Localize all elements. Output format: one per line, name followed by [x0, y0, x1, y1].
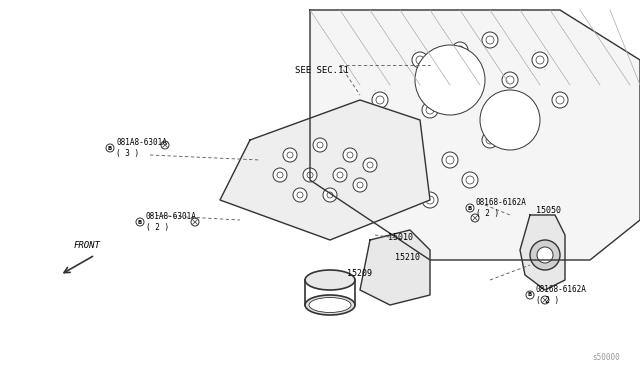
Circle shape	[537, 247, 553, 263]
Circle shape	[357, 182, 363, 188]
Circle shape	[506, 76, 514, 84]
Text: 081A8-6301A
( 2 ): 081A8-6301A ( 2 )	[146, 212, 197, 232]
Circle shape	[287, 152, 293, 158]
Circle shape	[556, 96, 564, 104]
Circle shape	[337, 172, 343, 178]
Circle shape	[293, 188, 307, 202]
Circle shape	[526, 291, 534, 299]
Circle shape	[522, 112, 538, 128]
Circle shape	[452, 42, 468, 58]
Circle shape	[552, 92, 568, 108]
Circle shape	[191, 218, 199, 226]
Circle shape	[317, 142, 323, 148]
Text: 081A8-6301A
( 3 ): 081A8-6301A ( 3 )	[116, 138, 167, 158]
Circle shape	[343, 148, 357, 162]
Circle shape	[277, 172, 283, 178]
Circle shape	[372, 92, 388, 108]
Circle shape	[106, 144, 114, 152]
Circle shape	[382, 182, 398, 198]
Circle shape	[307, 172, 313, 178]
Circle shape	[347, 152, 353, 158]
Circle shape	[323, 188, 337, 202]
Ellipse shape	[309, 298, 351, 312]
Circle shape	[442, 152, 458, 168]
Ellipse shape	[305, 270, 355, 290]
Circle shape	[327, 192, 333, 198]
Circle shape	[480, 90, 540, 150]
Circle shape	[536, 56, 544, 64]
Text: 15010: 15010	[388, 232, 413, 241]
Circle shape	[367, 162, 373, 168]
Circle shape	[426, 106, 434, 114]
Polygon shape	[220, 100, 430, 240]
Circle shape	[313, 138, 327, 152]
Circle shape	[283, 148, 297, 162]
Circle shape	[526, 116, 534, 124]
Circle shape	[492, 102, 528, 138]
Circle shape	[430, 60, 470, 100]
Circle shape	[412, 52, 428, 68]
Circle shape	[462, 82, 478, 98]
Circle shape	[466, 176, 474, 184]
Text: B: B	[138, 219, 142, 224]
Circle shape	[466, 204, 474, 212]
Circle shape	[273, 168, 287, 182]
Circle shape	[482, 32, 498, 48]
Circle shape	[486, 136, 494, 144]
Circle shape	[406, 146, 414, 154]
Circle shape	[482, 132, 498, 148]
Circle shape	[532, 52, 548, 68]
Circle shape	[541, 296, 549, 304]
Circle shape	[333, 168, 347, 182]
Polygon shape	[520, 215, 565, 290]
Circle shape	[466, 86, 474, 94]
Circle shape	[422, 192, 438, 208]
Polygon shape	[360, 230, 430, 305]
Circle shape	[426, 196, 434, 204]
Circle shape	[456, 46, 464, 54]
Text: s50000: s50000	[592, 353, 620, 362]
Ellipse shape	[305, 295, 355, 315]
Circle shape	[297, 192, 303, 198]
Circle shape	[363, 158, 377, 172]
Circle shape	[303, 168, 317, 182]
Circle shape	[415, 45, 485, 115]
Circle shape	[376, 96, 384, 104]
Text: B: B	[108, 145, 112, 151]
Circle shape	[136, 218, 144, 226]
Text: 08168-6162A
( 2 ): 08168-6162A ( 2 )	[536, 285, 587, 305]
Circle shape	[422, 102, 438, 118]
Circle shape	[486, 36, 494, 44]
Circle shape	[530, 240, 560, 270]
Text: 15210: 15210	[395, 253, 420, 263]
Circle shape	[161, 141, 169, 149]
Text: FRONT: FRONT	[74, 241, 100, 250]
Text: 15209: 15209	[347, 269, 372, 278]
Text: 08168-6162A
( 2 ): 08168-6162A ( 2 )	[476, 198, 527, 218]
Polygon shape	[310, 10, 640, 260]
Text: B: B	[528, 292, 532, 298]
Circle shape	[402, 142, 418, 158]
Circle shape	[502, 72, 518, 88]
Circle shape	[446, 156, 454, 164]
Circle shape	[416, 56, 424, 64]
Text: 15050: 15050	[536, 205, 561, 215]
Circle shape	[462, 172, 478, 188]
Text: B: B	[468, 205, 472, 211]
Circle shape	[471, 214, 479, 222]
Circle shape	[386, 186, 394, 194]
Circle shape	[353, 178, 367, 192]
Text: SEE SEC.11: SEE SEC.11	[295, 65, 349, 74]
